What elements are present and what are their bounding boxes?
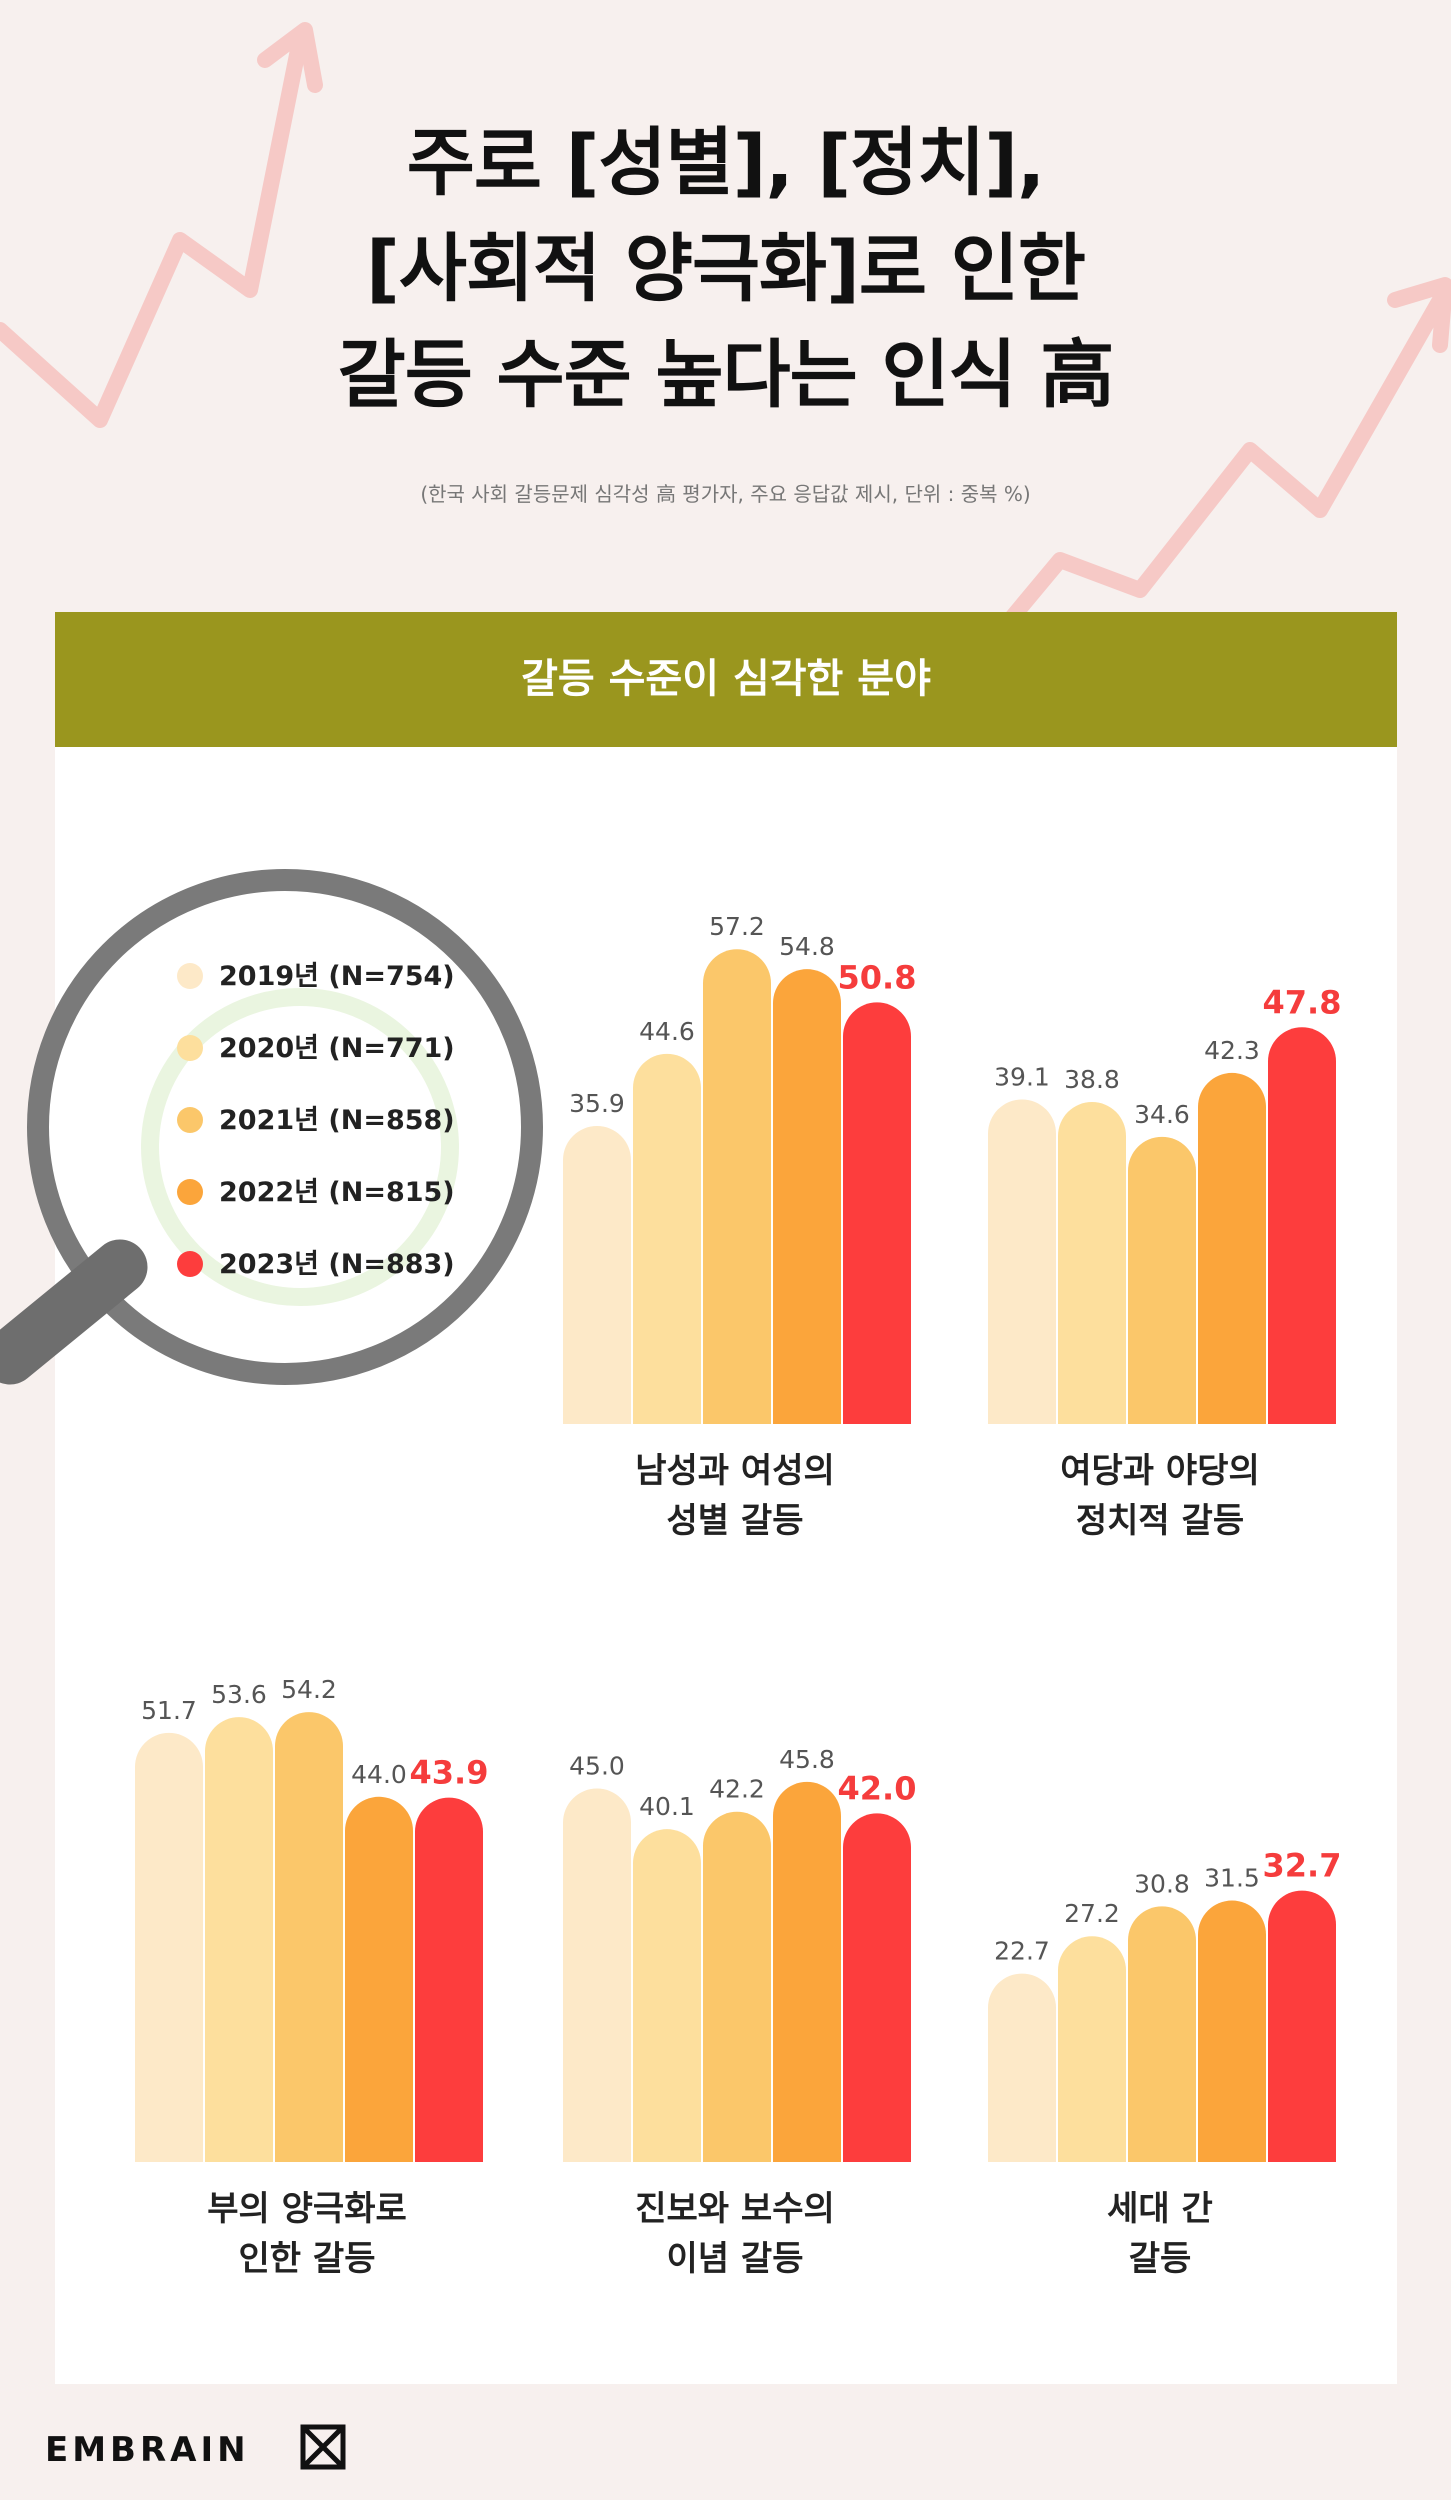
title-line-2: [사회적 양극화]로 인한 — [366, 226, 1086, 312]
bar-chart-4: 22.7 27.2 30.8 31.5 32.7 — [988, 1847, 1340, 2162]
bar-chart-0: 35.9 44.6 57.2 54.850.8 — [563, 912, 915, 1424]
bar-chart-3: 45.0 40.1 42.2 45.842.0 — [563, 1745, 915, 2162]
category-label-line: 갈등 — [1128, 2239, 1192, 2279]
title-line-1: 주로 [성별], [정치], — [406, 120, 1046, 206]
bar — [633, 1829, 701, 2162]
bar — [988, 1973, 1056, 2162]
bar — [415, 1797, 483, 2162]
category-label-line: 정치적 갈등 — [1075, 1501, 1245, 1541]
legend-item-4: 2023년 (N=883) — [177, 1245, 455, 1285]
title-line-3: 갈등 수준 높다는 인식 高 — [337, 332, 1115, 418]
data-label: 42.0 — [838, 1769, 915, 1807]
magnifier-icon — [0, 869, 543, 1385]
bar — [275, 1712, 343, 2162]
page-title: 주로 [성별], [정치], [사회적 양극화]로 인한 갈등 수준 높다는 인… — [0, 110, 1451, 428]
legend-swatch — [177, 1034, 203, 1061]
bar — [1128, 1136, 1196, 1424]
data-label: 44.0 — [351, 1760, 407, 1789]
data-label: 31.5 — [1204, 1864, 1260, 1893]
bar — [345, 1796, 413, 2162]
section-header: 갈등 수준이 심각한 분야 — [55, 612, 1397, 747]
data-label: 53.6 — [211, 1680, 267, 1709]
bar — [1268, 1890, 1336, 2162]
category-label-line: 인한 갈등 — [238, 2239, 376, 2279]
data-label: 30.8 — [1134, 1869, 1190, 1898]
bar — [633, 1053, 701, 1424]
data-label: 51.7 — [141, 1696, 197, 1725]
legend-item-1: 2020년 (N=771) — [177, 1029, 455, 1069]
category-label-line: 진보와 보수의 — [635, 2189, 835, 2229]
data-label: 42.3 — [1204, 1036, 1260, 1065]
chart-card: 갈등 수준이 심각한 분야 2019년 (N=754) 2020년 (N=771)… — [0, 612, 1397, 2384]
bar — [205, 1717, 273, 2162]
bar — [703, 1811, 771, 2162]
bar — [1268, 1027, 1336, 1424]
embrain-logo-icon — [300, 2424, 346, 2470]
bar — [1058, 1936, 1126, 2162]
legend-label: 2019년 (N=754) — [219, 961, 455, 992]
data-label: 39.1 — [994, 1062, 1050, 1091]
category-label-line: 남성과 여성의 — [635, 1451, 835, 1491]
bar — [135, 1732, 203, 2162]
bar — [773, 969, 841, 1424]
bar — [563, 1788, 631, 2162]
legend-swatch — [177, 1250, 203, 1277]
bar-chart-2: 51.7 53.6 54.2 44.0 43.9 — [135, 1675, 487, 2162]
legend-swatch — [177, 962, 203, 989]
subtitle: (한국 사회 갈등문제 심각성 高 평가자, 주요 응답값 제시, 단위 : 중… — [420, 482, 1031, 506]
category-label-line: 이념 갈등 — [666, 2239, 804, 2279]
bar — [843, 1002, 911, 1424]
bar — [563, 1126, 631, 1424]
bar — [1198, 1900, 1266, 2162]
background-arrows — [0, 22, 1451, 628]
category-label-line: 세대 간 — [1107, 2189, 1213, 2229]
bar — [988, 1099, 1056, 1424]
bar — [843, 1813, 911, 2162]
data-label: 32.7 — [1263, 1847, 1340, 1885]
data-label: 38.8 — [1064, 1065, 1120, 1094]
bar — [1198, 1072, 1266, 1424]
data-label: 50.8 — [838, 958, 915, 996]
data-label: 22.7 — [994, 1937, 1050, 1966]
legend-label: 2022년 (N=815) — [219, 1177, 455, 1208]
legend-label: 2023년 (N=883) — [219, 1249, 455, 1280]
category-label-line: 성별 갈등 — [666, 1501, 804, 1541]
bar — [773, 1781, 841, 2162]
data-label: 47.8 — [1263, 983, 1340, 1021]
bar — [1128, 1906, 1196, 2162]
data-label: 42.2 — [709, 1775, 765, 1804]
category-label-line: 부의 양극화로 — [207, 2189, 407, 2229]
data-label: 34.6 — [1134, 1100, 1190, 1129]
legend-item-2: 2021년 (N=858) — [177, 1101, 455, 1141]
bar — [703, 949, 771, 1424]
category-label-line: 여당과 야당의 — [1060, 1451, 1260, 1491]
legend-item-3: 2022년 (N=815) — [177, 1173, 455, 1213]
data-label: 57.2 — [709, 912, 765, 941]
data-label: 43.9 — [410, 1754, 487, 1792]
data-label: 45.0 — [569, 1752, 625, 1781]
data-label: 54.8 — [779, 932, 835, 961]
legend-swatch — [177, 1106, 203, 1133]
data-label: 27.2 — [1064, 1899, 1120, 1928]
brand-logo: EMBRAIN — [45, 2430, 250, 2470]
legend-swatch — [177, 1178, 203, 1205]
data-label: 54.2 — [281, 1675, 337, 1704]
legend-item-0: 2019년 (N=754) — [177, 957, 455, 997]
legend-label: 2020년 (N=771) — [219, 1033, 455, 1064]
legend-label: 2021년 (N=858) — [219, 1105, 455, 1136]
data-label: 35.9 — [569, 1089, 625, 1118]
data-label: 40.1 — [639, 1792, 695, 1821]
bar — [1058, 1101, 1126, 1424]
data-label: 45.8 — [779, 1745, 835, 1774]
bar-chart-1: 39.1 38.8 34.6 42.347.8 — [988, 983, 1340, 1424]
data-label: 44.6 — [639, 1017, 695, 1046]
